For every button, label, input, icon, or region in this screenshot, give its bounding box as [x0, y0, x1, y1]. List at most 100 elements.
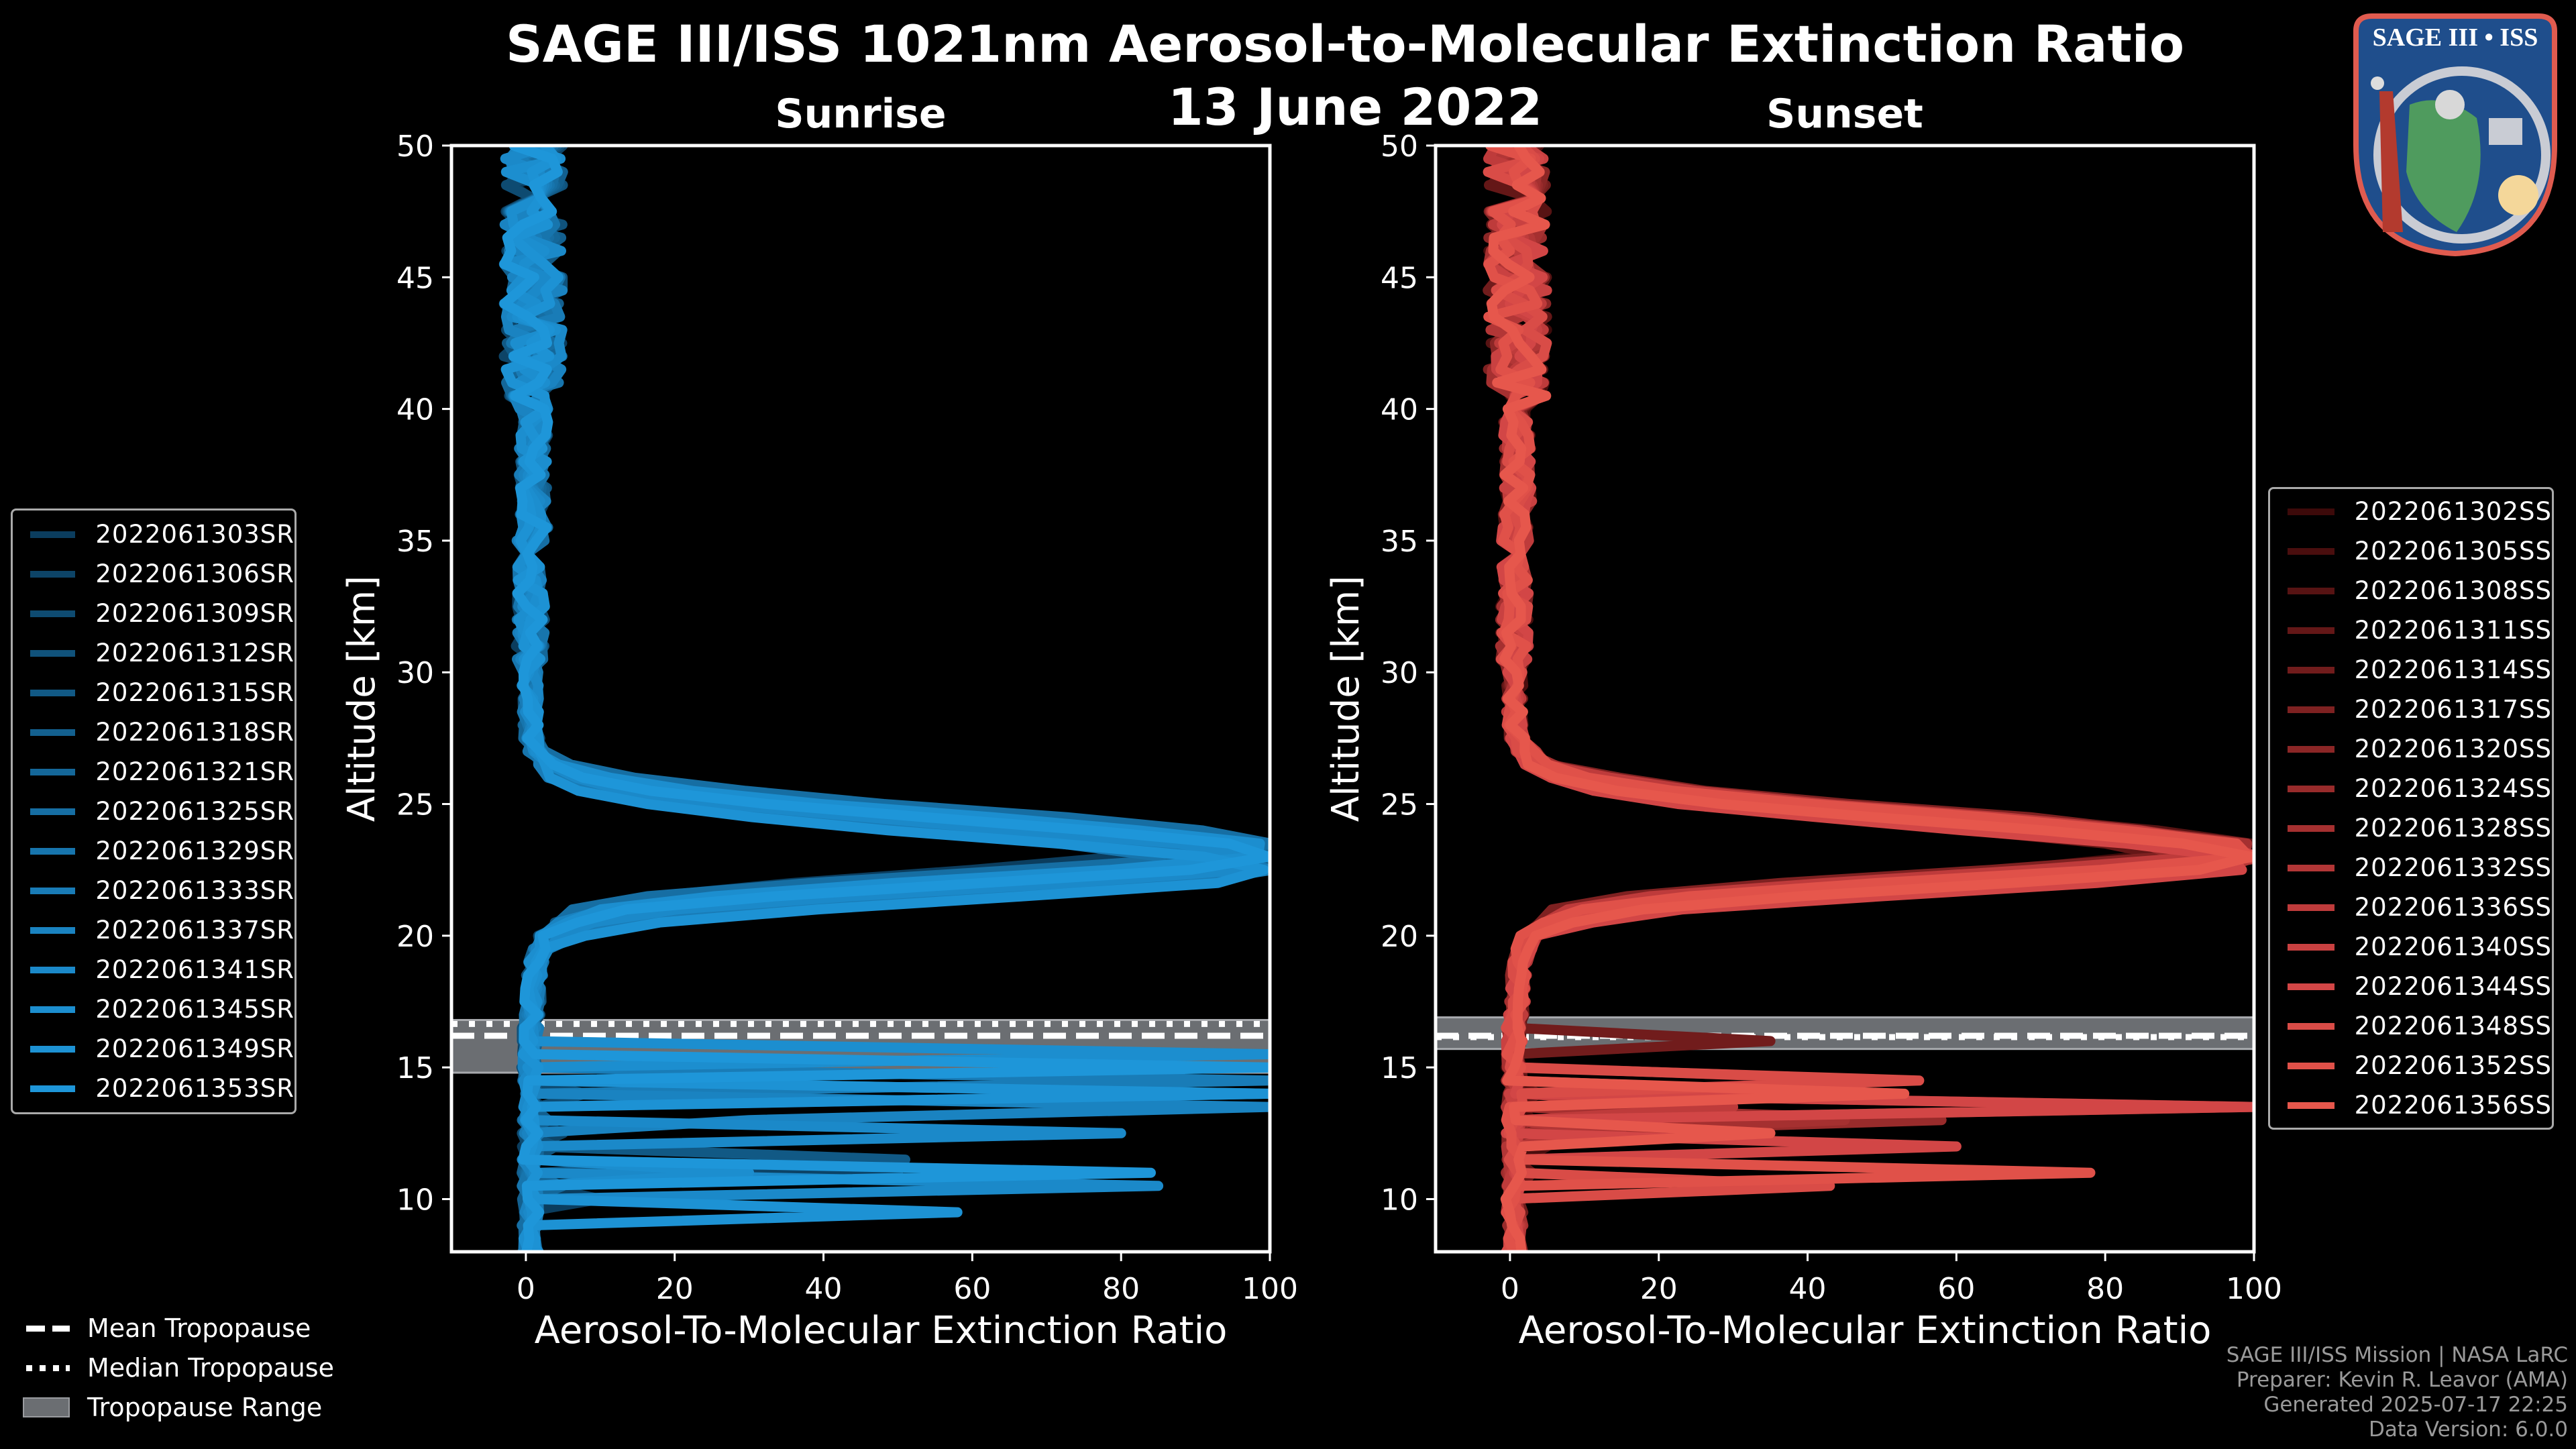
- legend-line-swatch: [30, 887, 76, 894]
- dashed-line-swatch: [23, 1318, 70, 1338]
- sunset-plot-area: [1436, 146, 2254, 1252]
- legend-item: 2022061333SR: [13, 871, 294, 910]
- legend-item: 2022061341SR: [13, 950, 294, 989]
- sunset-axes: 0 20 40 60 80 100 10 15 20 25 30 35 40 45 50 Aerosol-To…: [1324, 129, 2282, 1352]
- legend-item: 2022061303SR: [13, 515, 294, 554]
- x-tick-label: 40: [1789, 1272, 1827, 1306]
- legend-label: 2022061325SR: [95, 797, 294, 826]
- sun-icon: [2498, 175, 2538, 215]
- dotted-line-swatch: [23, 1358, 70, 1378]
- legend-label: 2022061305SS: [2354, 537, 2552, 566]
- y-tick-label: 30: [1381, 656, 1418, 690]
- legend-item: 2022061344SS: [2270, 967, 2552, 1006]
- y-tick-label: 40: [396, 393, 434, 427]
- y-tick-label: 45: [396, 261, 434, 295]
- range-fill-swatch: [23, 1397, 70, 1417]
- legend-item: 2022061325SR: [13, 792, 294, 831]
- y-tick-label: 25: [396, 788, 434, 822]
- sunrise-axes-frame: [449, 144, 1272, 1254]
- legend-line-swatch: [2288, 587, 2334, 594]
- legend-label: 2022061329SR: [95, 837, 294, 865]
- legend-item: 2022061329SR: [13, 831, 294, 871]
- sunset-axes-frame: [1434, 144, 2256, 1254]
- y-tick-label: 10: [1381, 1183, 1418, 1217]
- logo-title: SAGE III • ISS: [2373, 23, 2538, 52]
- footer-credits: SAGE III/ISS Mission | NASA LaRC Prepare…: [2226, 1343, 2568, 1442]
- footer-preparer: Preparer: Kevin R. Leavor (AMA): [2236, 1368, 2568, 1392]
- sunset-x-axis-label: Aerosol-To-Molecular Extinction Ratio: [1519, 1309, 2212, 1352]
- legend-item: 2022061308SS: [2270, 571, 2552, 610]
- legend-line-swatch: [2288, 824, 2334, 832]
- x-tick-label: 20: [1640, 1272, 1678, 1306]
- legend-label: 2022061340SS: [2354, 932, 2552, 961]
- legend-item: 2022061356SS: [2270, 1085, 2552, 1125]
- legend-line-swatch: [2288, 508, 2334, 515]
- x-tick-label: 20: [656, 1272, 694, 1306]
- legend-label: 2022061302SS: [2354, 497, 2552, 526]
- x-tick-label: 60: [953, 1272, 991, 1306]
- sage-iii-iss-mission-logo: SAGE III • ISS: [2353, 13, 2557, 257]
- y-tick-label: 10: [396, 1183, 434, 1217]
- legend-item: 2022061328SS: [2270, 808, 2552, 848]
- legend-line-swatch: [30, 808, 76, 815]
- y-tick-label: 45: [1381, 261, 1418, 295]
- legend-item: 2022061305SS: [2270, 531, 2552, 571]
- legend-item: 2022061345SR: [13, 989, 294, 1029]
- legend-item: 2022061318SR: [13, 712, 294, 752]
- legend-line-swatch: [30, 570, 76, 578]
- legend-item: 2022061336SS: [2270, 888, 2552, 927]
- legend-line-swatch: [30, 689, 76, 696]
- legend-line-swatch: [2288, 745, 2334, 753]
- legend-line-swatch: [30, 1045, 76, 1053]
- legend-item: 2022061337SR: [13, 910, 294, 950]
- sunrise-y-axis-label: Altitude [km]: [340, 576, 384, 822]
- legend-item: 2022061349SR: [13, 1029, 294, 1069]
- legend-label: 2022061353SR: [95, 1074, 294, 1103]
- y-tick-label: 50: [396, 129, 434, 164]
- legend-item: 2022061315SR: [13, 673, 294, 712]
- legend-label: 2022061306SR: [95, 559, 294, 588]
- legend-line-swatch: [30, 1006, 76, 1013]
- legend-item: 2022061320SS: [2270, 729, 2552, 769]
- legend-line-swatch: [30, 768, 76, 775]
- legend-label: 2022061303SR: [95, 520, 294, 549]
- legend-label: 2022061337SR: [95, 916, 294, 945]
- legend-line-swatch: [2288, 627, 2334, 634]
- legend-label: 2022061315SR: [95, 678, 294, 707]
- chart-title: SAGE III/ISS 1021nm Aerosol-to-Molecular…: [505, 14, 2185, 74]
- sunrise-legend: 2022061303SR 2022061306SR 2022061309SR 2022…: [11, 508, 297, 1114]
- legend-line-swatch: [30, 1085, 76, 1092]
- legend-label: 2022061321SR: [95, 757, 294, 786]
- legend-label: 2022061349SR: [95, 1034, 294, 1063]
- mean-tropopause-label: Mean Tropopause: [87, 1313, 311, 1343]
- x-tick-label: 0: [1501, 1272, 1519, 1306]
- x-tick-label: 40: [805, 1272, 843, 1306]
- legend-line-swatch: [2288, 547, 2334, 555]
- legend-line-swatch: [2288, 1062, 2334, 1069]
- legend-mean-tropopause: Mean Tropopause: [23, 1308, 334, 1348]
- y-tick-label: 35: [396, 525, 434, 559]
- y-tick-label: 40: [1381, 393, 1418, 427]
- legend-tropopause-range: Tropopause Range: [23, 1387, 334, 1427]
- legend-line-swatch: [30, 966, 76, 973]
- footer-data-version: Data Version: 6.0.0: [2368, 1417, 2568, 1442]
- legend-line-swatch: [2288, 666, 2334, 674]
- median-tropopause-label: Median Tropopause: [87, 1352, 334, 1383]
- y-tick-label: 15: [1381, 1051, 1418, 1085]
- legend-line-swatch: [30, 649, 76, 657]
- legend-item: 2022061306SR: [13, 554, 294, 594]
- legend-label: 2022061348SS: [2354, 1012, 2552, 1040]
- legend-label: 2022061314SS: [2354, 655, 2552, 684]
- legend-label: 2022061317SS: [2354, 695, 2552, 724]
- legend-line-swatch: [2288, 983, 2334, 990]
- legend-item: 2022061321SR: [13, 752, 294, 792]
- legend-item: 2022061324SS: [2270, 769, 2552, 808]
- iss-icon: [2489, 118, 2522, 145]
- chart-date: 13 June 2022: [1167, 77, 1543, 137]
- x-tick-label: 0: [517, 1272, 535, 1306]
- legend-line-swatch: [2288, 1022, 2334, 1030]
- legend-label: 2022061352SS: [2354, 1051, 2552, 1080]
- legend-line-swatch: [30, 610, 76, 617]
- legend-label: 2022061345SR: [95, 995, 294, 1024]
